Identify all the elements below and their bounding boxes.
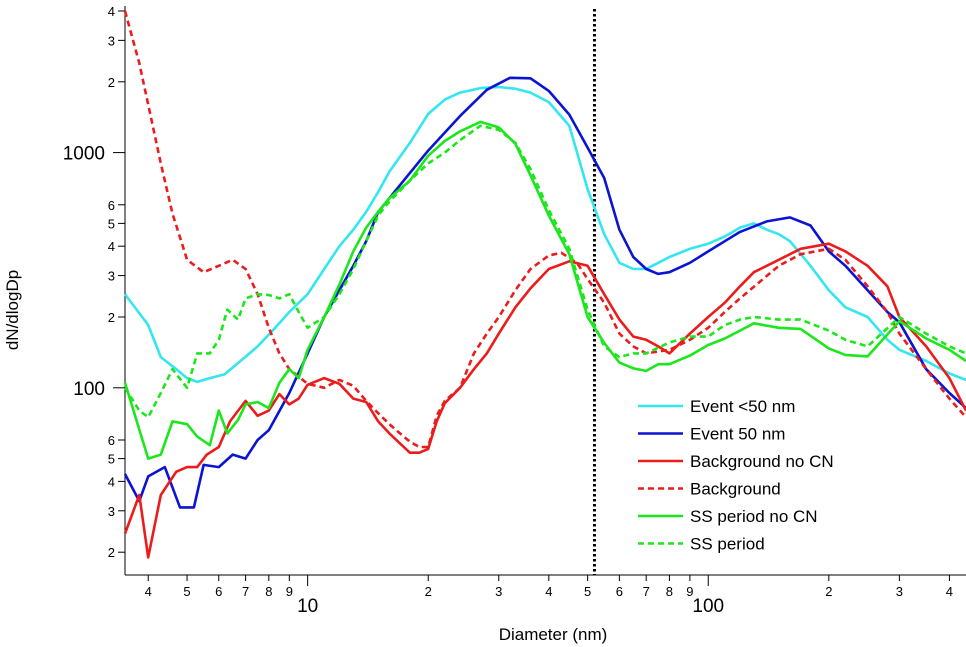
axis-ticks: 4 5 6 7 8 9 2 3 4 5 6 7 8 9 2 3 410 100234562345623410010… xyxy=(63,4,966,617)
y-tick-label: 6 xyxy=(108,433,115,448)
x-tick-label-major: 100 xyxy=(692,596,724,617)
y-tick-label: 4 xyxy=(108,4,115,19)
legend-label-3: Background xyxy=(690,480,781,499)
y-tick-label: 6 xyxy=(108,198,115,213)
y-tick-label: 2 xyxy=(108,75,115,90)
legend-label-1: Event 50 nm xyxy=(690,425,785,444)
y-tick-label-major: 1000 xyxy=(63,144,105,165)
x-axis-label: Diameter (nm) xyxy=(499,625,608,644)
series-line-2 xyxy=(123,242,966,559)
legend-label-4: SS period no CN xyxy=(690,507,818,526)
legend-label-0: Event <50 nm xyxy=(690,397,795,416)
x-tick-label: 7 xyxy=(242,584,249,599)
x-tick-label: 9 xyxy=(686,584,693,599)
legend-label-5: SS period xyxy=(690,535,765,554)
series-lines xyxy=(123,10,966,559)
y-tick-label: 4 xyxy=(108,239,115,254)
x-tick-label: 4 xyxy=(145,584,152,599)
x-tick-label: 3 xyxy=(495,584,502,599)
series-line-0 xyxy=(123,85,966,384)
series-line-1 xyxy=(123,76,966,509)
y-tick-label: 2 xyxy=(108,545,115,560)
x-tick-label-major: 10 xyxy=(297,596,318,617)
y-tick-label: 2 xyxy=(108,310,115,325)
x-tick-label: 5 xyxy=(183,584,190,599)
x-tick-label: 8 xyxy=(666,584,673,599)
y-tick-label: 3 xyxy=(108,504,115,519)
x-tick-label: 9 xyxy=(286,584,293,599)
y-tick-label: 3 xyxy=(108,33,115,48)
legend-label-2: Background no CN xyxy=(690,452,834,471)
x-tick-label: 4 xyxy=(545,584,552,599)
legend: Event <50 nm Event 50 nm Background no CN B… xyxy=(638,397,834,554)
y-axis-label: dN/dlogDp xyxy=(3,270,22,350)
x-tick-label: 7 xyxy=(643,584,650,599)
x-tick-label: 3 xyxy=(896,584,903,599)
series-line-5 xyxy=(123,124,966,419)
x-tick-label: 8 xyxy=(265,584,272,599)
series-line-4 xyxy=(123,120,966,460)
y-tick-label: 3 xyxy=(108,269,115,284)
y-tick-label-major: 100 xyxy=(73,379,105,400)
x-tick-label: 6 xyxy=(616,584,623,599)
y-tick-label: 4 xyxy=(108,474,115,489)
x-tick-label: 2 xyxy=(825,584,832,599)
x-tick-label: 4 xyxy=(946,584,953,599)
y-tick-label: 5 xyxy=(108,216,115,231)
y-tick-label: 5 xyxy=(108,452,115,467)
x-tick-label: 5 xyxy=(584,584,591,599)
x-tick-label: 6 xyxy=(215,584,222,599)
x-tick-label: 2 xyxy=(425,584,432,599)
series-line-3 xyxy=(123,10,966,449)
